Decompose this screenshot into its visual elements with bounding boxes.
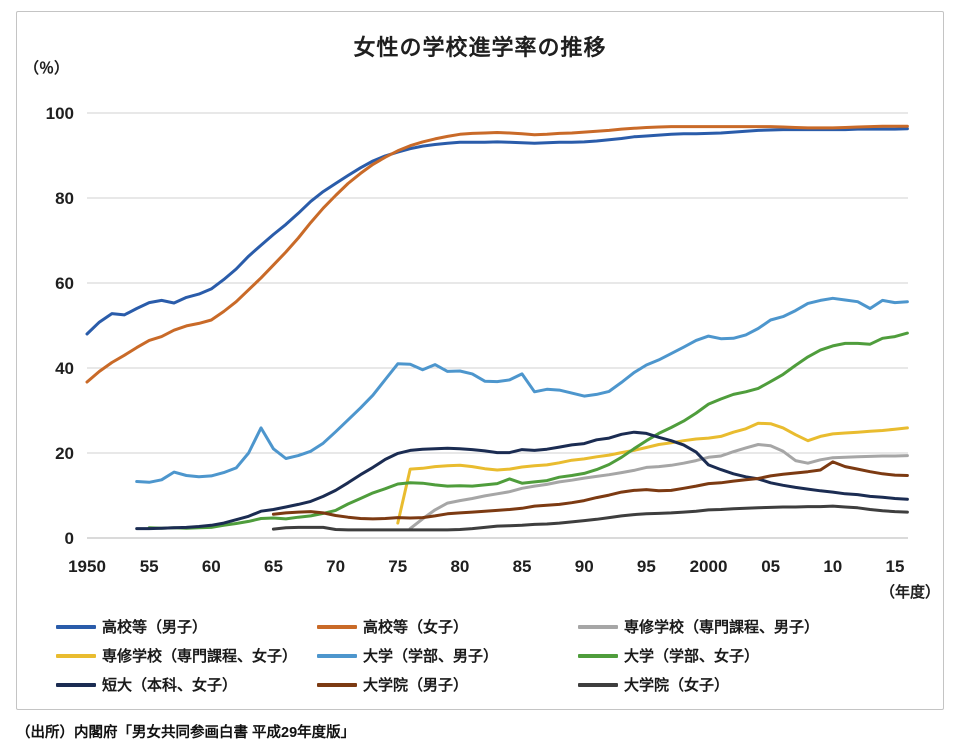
- x-tick-label-1990: 90: [575, 557, 594, 576]
- y-tick-label-60: 60: [55, 274, 74, 293]
- legend-label: 高校等（女子）: [363, 619, 469, 636]
- legend-item-0: 高校等（男子）: [56, 616, 317, 637]
- legend-item-8: 大学院（女子）: [578, 674, 916, 695]
- legend-label: 大学院（男子）: [363, 677, 469, 694]
- legend-item-4: 大学（学部、男子）: [317, 645, 578, 666]
- series-line-1: [85, 124, 909, 384]
- series-line-6: [135, 430, 909, 531]
- legend-label: 大学（学部、男子）: [363, 648, 499, 665]
- legend-item-3: 専修学校（専門課程、女子）: [56, 645, 317, 666]
- legend-swatch-line: [56, 624, 96, 629]
- y-tick-label-20: 20: [55, 444, 74, 463]
- legend-swatch-line: [56, 653, 96, 658]
- x-tick-label-1995: 95: [637, 557, 656, 576]
- legend-swatch-line: [56, 682, 96, 687]
- legend-swatch-line: [317, 682, 357, 687]
- x-tick-label-2005: 05: [761, 557, 780, 576]
- series-line-5: [147, 331, 909, 530]
- y-axis-unit-label: （％）: [24, 60, 70, 77]
- legend-swatch-line: [578, 653, 618, 658]
- x-tick-label-1975: 75: [388, 557, 407, 576]
- series-line-0: [85, 127, 909, 336]
- legend-item-5: 大学（学部、女子）: [578, 645, 916, 666]
- legend-swatch-line: [317, 653, 357, 658]
- x-tick-label-2000: 2000: [690, 557, 728, 576]
- series-line-7: [271, 460, 909, 521]
- legend-label: 専修学校（専門課程、男子）: [624, 619, 820, 636]
- series-line-8: [271, 504, 909, 532]
- x-tick-label-1985: 85: [513, 557, 532, 576]
- x-tick-label-2015: 15: [885, 557, 904, 576]
- x-tick-label-1955: 55: [140, 557, 159, 576]
- series-line-3: [396, 421, 909, 525]
- legend-swatch-line: [578, 624, 618, 629]
- chart-legend: 高校等（男子） 高校等（女子） 専修学校（専門課程、男子） 専修学校（専門課程、女子）…: [56, 612, 916, 699]
- x-tick-label-1950: 1950: [68, 557, 106, 576]
- y-tick-label-100: 100: [46, 104, 74, 123]
- x-tick-label-1980: 80: [450, 557, 469, 576]
- y-tick-label-80: 80: [55, 189, 74, 208]
- y-tick-label-0: 0: [65, 529, 74, 548]
- legend-swatch-line: [317, 624, 357, 629]
- source-note: （出所）内閣府「男女共同参画白書 平成29年度版」: [16, 725, 356, 741]
- legend-swatch-line: [578, 682, 618, 687]
- series-line-4: [135, 296, 909, 484]
- x-tick-label-1960: 60: [202, 557, 221, 576]
- legend-label: 短大（本科、女子）: [102, 677, 238, 694]
- y-tick-label-40: 40: [55, 359, 74, 378]
- legend-item-6: 短大（本科、女子）: [56, 674, 317, 695]
- legend-item-7: 大学院（男子）: [317, 674, 578, 695]
- x-tick-label-1970: 70: [326, 557, 345, 576]
- chart-title: 女性の学校進学率の推移: [353, 35, 607, 60]
- legend-item-1: 高校等（女子）: [317, 616, 578, 637]
- legend-label: 大学（学部、女子）: [624, 648, 760, 665]
- x-tick-label-1965: 65: [264, 557, 283, 576]
- legend-item-2: 専修学校（専門課程、男子）: [578, 616, 916, 637]
- x-axis-unit-label: （年度）: [879, 584, 940, 601]
- series-line-2: [408, 443, 909, 531]
- legend-label: 専修学校（専門課程、女子）: [102, 648, 298, 665]
- legend-label: 大学院（女子）: [624, 677, 730, 694]
- x-tick-label-2010: 10: [823, 557, 842, 576]
- legend-label: 高校等（男子）: [102, 619, 208, 636]
